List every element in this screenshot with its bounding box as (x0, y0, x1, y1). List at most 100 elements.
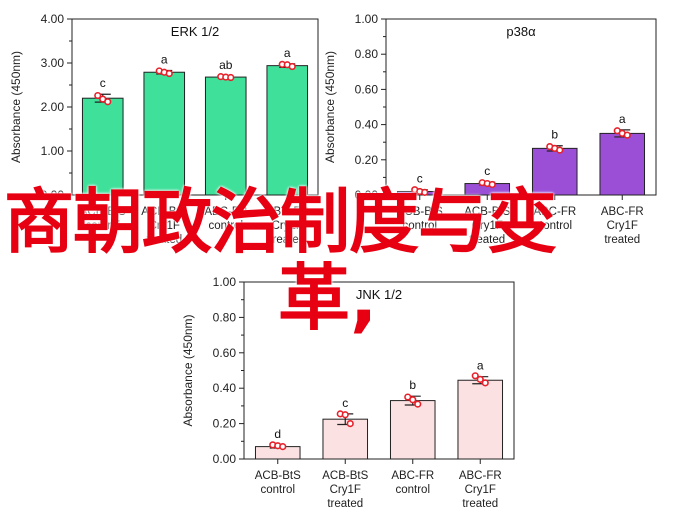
x-category-label-line: ABC-FR (533, 206, 576, 218)
bar (457, 379, 504, 460)
y-tick-label: 3.00 (41, 56, 65, 70)
data-point (279, 443, 287, 451)
y-tick-label: 0.00 (213, 452, 237, 466)
y-tick-label: 0.60 (213, 346, 237, 360)
y-tick-label: 0.60 (355, 82, 379, 96)
x-category-label-line: ABC-FR (601, 206, 644, 218)
chart-title: ERK 1/2 (171, 24, 219, 39)
x-category-label-line: ACB-BtS (255, 470, 301, 482)
x-category-label-line: ABC-FR (204, 206, 247, 218)
x-category-label: ACB-BtS control (255, 470, 301, 496)
significance-label: c (342, 396, 348, 410)
x-category-label-line: ABC-FR (266, 206, 309, 218)
bar (322, 418, 369, 460)
x-category-label-line: treated (269, 234, 305, 246)
x-category-label-line: Cry1F (465, 484, 496, 496)
data-point (165, 69, 173, 78)
bar (266, 65, 309, 196)
x-category-label: ACB-BtS Cry1F treated (141, 206, 187, 246)
x-category-label-line: ACB-BtS (80, 206, 126, 218)
significance-label: a (161, 52, 168, 66)
x-category-label: ABC-FR Cry1F treated (459, 470, 502, 510)
overlay-title-line1: 商朝政治制度与变 (4, 181, 557, 263)
data-point (94, 91, 102, 100)
x-category-label-line: Cry1F (272, 220, 303, 232)
x-category-label-line: control (395, 484, 430, 496)
x-category-label-line: ABC-FR (391, 470, 434, 482)
x-category-label: ACB-BtS Cry1F treated (322, 470, 368, 510)
x-category-label-line: ABC-FR (459, 470, 502, 482)
data-point (623, 131, 631, 139)
bar (599, 132, 646, 196)
significance-label: d (274, 427, 281, 441)
x-category-label-line: Cry1F (330, 484, 361, 496)
data-point (481, 379, 489, 387)
x-category-label-line: ACB-BtS (322, 470, 368, 482)
x-category-label-line: ACB-BtS (397, 206, 443, 218)
y-tick-label: 0.40 (213, 381, 237, 395)
x-category-label: ABC-FR Cry1F treated (601, 206, 644, 246)
data-point (476, 375, 484, 383)
x-category-label-line: Cry1F (607, 220, 638, 232)
x-category-label-line: Cry1F (472, 220, 503, 232)
x-category-label: ABC-FR control (533, 206, 576, 232)
x-category-label-line: control (85, 220, 120, 232)
x-category-label: ABC-FR control (204, 206, 247, 232)
x-category-label-line: control (208, 220, 243, 232)
y-tick-label: 4.00 (41, 12, 65, 26)
y-axis-label: Absorbance (450nm) (9, 51, 23, 163)
x-category-label-line: treated (146, 234, 182, 246)
bar (389, 400, 436, 460)
x-category-label-line: treated (462, 498, 498, 510)
data-point (556, 146, 564, 154)
chart-title: p38α (506, 24, 536, 39)
data-point (414, 400, 422, 408)
y-tick-label: 0.80 (355, 47, 379, 61)
y-tick-label: 0.20 (213, 417, 237, 431)
y-tick-label: 0.00 (41, 188, 65, 202)
y-tick-label: 0.20 (355, 153, 379, 167)
x-category-label-line: treated (604, 234, 640, 246)
x-category-label: ABC-FR control (391, 470, 434, 496)
x-category-label-line: Cry1F (149, 220, 180, 232)
significance-label: ab (219, 58, 233, 72)
x-category-label-line: ACB-BtS (464, 206, 510, 218)
data-point (288, 62, 296, 71)
significance-label: a (284, 46, 291, 60)
x-category-label: ACB-BtS control (397, 206, 443, 232)
chart-2: 0.00 0.20 0.40 0.60 0.80 1.00 Absorbance (450n… (323, 12, 657, 246)
y-axis-label: Absorbance (450nm) (181, 314, 195, 426)
y-tick-label: 2.00 (41, 100, 65, 114)
x-category-label: ABC-FR Cry1F treated (266, 206, 309, 246)
significance-label: c (417, 172, 423, 186)
x-category-label-line: treated (327, 498, 363, 510)
significance-label: a (619, 112, 626, 126)
y-tick-label: 0.40 (355, 118, 379, 132)
x-category-label-line: control (260, 484, 295, 496)
overlay-title-line2: 革, (278, 256, 378, 340)
y-tick-label: 0.00 (355, 188, 379, 202)
chart-3: 0.00 0.20 0.40 0.60 0.80 1.00 Absorbance (450n… (181, 275, 515, 510)
significance-label: b (551, 128, 558, 142)
bar (143, 71, 186, 196)
data-point (346, 420, 354, 428)
y-tick-label: 0.80 (213, 310, 237, 324)
significance-label: b (409, 378, 416, 392)
data-point (409, 396, 417, 404)
data-point (341, 411, 349, 419)
data-point (104, 98, 112, 106)
x-category-label-line: control (537, 220, 572, 232)
chart-1: 0.00 1.00 2.00 3.00 4.00 Absorbance (450nm) ER… (9, 12, 319, 246)
x-category-label: ACB-BtS control (80, 206, 126, 232)
significance-label: c (100, 76, 106, 90)
x-category-label-line: ACB-BtS (141, 206, 187, 218)
x-category-label-line: control (402, 220, 437, 232)
data-point (471, 372, 479, 380)
data-point (227, 73, 235, 82)
y-axis-label: Absorbance (450nm) (323, 51, 337, 163)
x-category-label-line: treated (469, 234, 505, 246)
bar (204, 76, 247, 196)
y-tick-label: 1.00 (355, 12, 379, 26)
significance-label: a (477, 359, 484, 373)
